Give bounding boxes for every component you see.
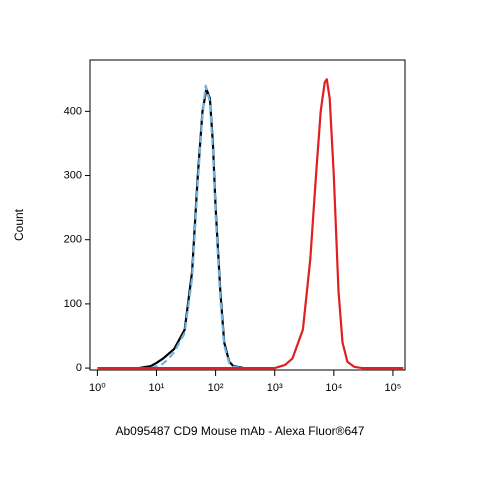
- series-line: [97, 78, 404, 370]
- x-tick-label: 10²: [208, 382, 224, 394]
- x-tick-label: 10⁵: [385, 382, 402, 394]
- x-tick-label: 10¹: [149, 382, 165, 394]
- x-tick-label: 10⁴: [325, 382, 342, 394]
- y-tick-label: 400: [64, 105, 82, 117]
- y-tick-label: 200: [64, 234, 82, 246]
- x-tick-label: 10⁰: [89, 382, 106, 394]
- y-tick-label: 0: [76, 362, 82, 374]
- series-line: [150, 84, 244, 370]
- x-tick-label: 10³: [267, 382, 283, 394]
- plot-frame: [89, 59, 406, 371]
- series-line: [138, 87, 245, 370]
- y-tick-label: 300: [64, 169, 82, 181]
- chart-title: Ab095487 CD9 Mouse mAb - Alexa Fluor®647: [116, 424, 365, 438]
- y-axis-label: Count: [12, 208, 26, 241]
- y-tick-label: 100: [64, 298, 82, 310]
